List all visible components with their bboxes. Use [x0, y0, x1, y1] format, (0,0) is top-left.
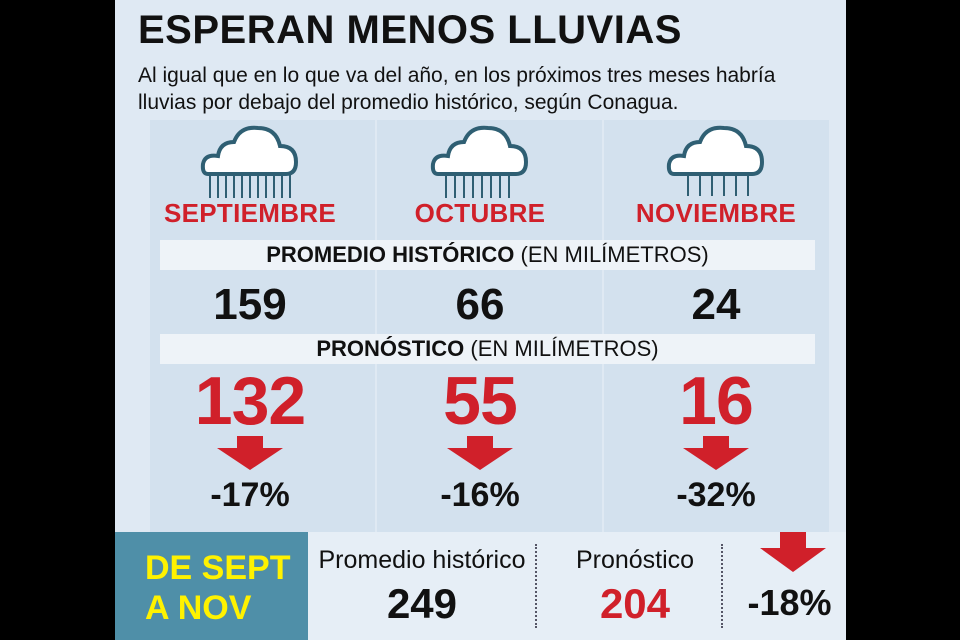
pronostico-value-september: 132 — [194, 363, 306, 439]
infographic-card: ESPERAN MENOS LLUVIAS Al igual que en lo… — [115, 0, 846, 640]
headline: ESPERAN MENOS LLUVIAS — [138, 8, 682, 52]
pronostico-band: PRONÓSTICO (EN MILÍMETROS) — [160, 334, 815, 364]
rain-cloud-icon — [430, 125, 529, 198]
change-november: -32% — [676, 476, 756, 514]
summary-pronostico-label: Pronóstico — [575, 546, 695, 574]
band-title: PROMEDIO HISTÓRICO — [266, 242, 515, 267]
historico-value-october: 66 — [455, 280, 505, 329]
summary-change: -18% — [747, 582, 832, 623]
rain-cloud-icon — [200, 125, 299, 198]
period-label: DE SEPT A NOV — [145, 549, 291, 627]
month-column-october: OCTUBRE — [365, 120, 595, 229]
down-arrow-icon — [601, 436, 831, 475]
change-september: -17% — [210, 476, 290, 514]
summary-bar: DE SEPT A NOV Promedio histórico 249 Pro… — [115, 532, 846, 640]
summary-historico-value: 249 — [386, 580, 458, 627]
historico-value-september: 159 — [213, 280, 287, 329]
pronostico-value-november: 16 — [679, 363, 754, 439]
divider — [721, 544, 723, 628]
band-unit: (EN MILÍMETROS) — [520, 242, 709, 267]
month-label: NOVIEMBRE — [635, 198, 797, 228]
band-unit: (EN MILÍMETROS) — [470, 336, 659, 361]
period-box: DE SEPT A NOV — [115, 532, 308, 640]
divider — [535, 544, 537, 628]
subtitle: Al igual que en lo que va del año, en lo… — [138, 64, 776, 114]
pronostico-value-october: 55 — [443, 363, 518, 439]
historico-band: PROMEDIO HISTÓRICO (EN MILÍMETROS) — [160, 240, 815, 270]
summary-historico-label: Promedio histórico — [318, 546, 526, 574]
month-column-september: SEPTIEMBRE — [135, 120, 365, 229]
down-arrow-icon — [365, 436, 595, 475]
summary-pronostico-value: 204 — [599, 580, 671, 627]
down-arrow-icon — [135, 436, 365, 475]
rain-cloud-icon — [666, 125, 765, 196]
down-arrow-icon — [760, 532, 826, 577]
change-october: -16% — [440, 476, 520, 514]
column-stripe — [150, 120, 375, 532]
month-label: OCTUBRE — [414, 198, 546, 228]
month-label: SEPTIEMBRE — [163, 198, 337, 228]
band-title: PRONÓSTICO — [316, 336, 465, 361]
historico-value-november: 24 — [691, 280, 741, 329]
month-column-november: NOVIEMBRE — [601, 120, 831, 229]
